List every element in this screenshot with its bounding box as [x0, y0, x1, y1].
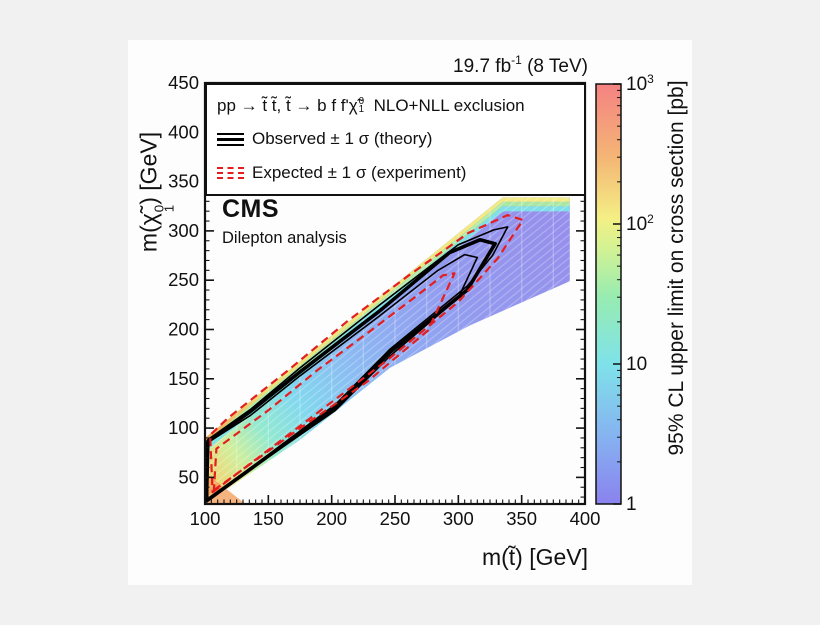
svg-text:300: 300	[168, 220, 199, 241]
plot-canvas: 100 150 200 250 300 350 400 50 100 150 200 250 300 35…	[128, 40, 692, 585]
colorbar-title-text: 95% CL upper limit on cross section [pb]	[665, 80, 688, 456]
colorbar-tick-label: 1	[626, 494, 637, 515]
expected-label: Expected ± 1 σ (experiment)	[252, 163, 467, 183]
process-text-prefix: pp → t̃ t̃, t̃ → b f f'	[217, 95, 349, 115]
x-axis-title: m(t̃) [GeV]	[481, 544, 588, 570]
svg-text:250: 250	[168, 269, 199, 290]
colorbar-tick-label: 102	[626, 212, 654, 235]
colorbar-tick-label: 10	[626, 354, 648, 375]
neutralino-superscript: 0	[358, 96, 365, 108]
colorbar-tick-label: 103	[626, 72, 654, 95]
legend-process-entry: pp → t̃ t̃, t̃ → b f f' χ̃ 0 1 NLO+NLL exc…	[217, 96, 574, 116]
svg-text:150: 150	[253, 508, 284, 529]
y-axis-title: m(χ̃ 0 1) [GeV]	[132, 70, 178, 314]
svg-text:350: 350	[506, 508, 537, 529]
analysis-label: Dilepton analysis	[222, 229, 347, 247]
svg-text:150: 150	[168, 368, 199, 389]
legend-observed-entry: Observed ± 1 σ (theory)	[217, 129, 574, 149]
lumi-value: 19.7 fb	[453, 56, 512, 77]
experiment-label: CMS	[222, 195, 280, 223]
y-title-suffix: ) [GeV]	[135, 131, 162, 205]
observed-label: Observed ± 1 σ (theory)	[252, 129, 433, 149]
expected-contour-icon	[217, 165, 244, 181]
luminosity-label: 19.7 fb-1 (8 TeV)	[453, 53, 588, 78]
svg-text:450: 450	[168, 72, 199, 93]
y-title-neutralino: χ̃	[135, 213, 162, 226]
observed-contour-icon	[217, 132, 244, 148]
neutralino-subscript: 1	[358, 103, 365, 115]
svg-text:300: 300	[443, 508, 474, 529]
colorbar-title: 95% CL upper limit on cross section [pb]	[655, 64, 699, 472]
svg-text:200: 200	[168, 318, 199, 339]
lumi-energy: (8 TeV)	[521, 56, 588, 77]
svg-text:200: 200	[316, 508, 347, 529]
svg-text:400: 400	[168, 121, 199, 142]
colorbar	[595, 83, 622, 505]
svg-text:250: 250	[380, 508, 411, 529]
y-title-subscript: 1	[161, 204, 177, 213]
legend-expected-entry: Expected ± 1 σ (experiment)	[217, 163, 574, 183]
plot-svg: 100 150 200 250 300 350 400 50 100 150 200 250 300 35…	[168, 72, 622, 529]
svg-text:50: 50	[178, 466, 199, 487]
y-title-prefix: m(	[135, 225, 162, 253]
svg-text:350: 350	[168, 171, 199, 192]
svg-text:400: 400	[570, 508, 601, 529]
svg-text:100: 100	[190, 508, 221, 529]
lumi-exponent: -1	[511, 53, 522, 67]
neutralino-symbol: χ̃	[348, 95, 358, 115]
legend-box: pp → t̃ t̃, t̃ → b f f' χ̃ 0 1 NLO+NLL exc…	[205, 83, 586, 196]
exclusion-contours	[204, 214, 524, 503]
process-text-suffix: NLO+NLL exclusion	[364, 95, 525, 115]
svg-text:100: 100	[168, 417, 199, 438]
